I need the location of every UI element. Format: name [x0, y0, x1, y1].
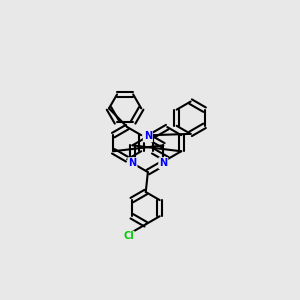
- Text: N: N: [128, 158, 136, 168]
- Text: N: N: [159, 158, 167, 168]
- Text: N: N: [144, 131, 152, 141]
- Text: Cl: Cl: [123, 231, 134, 241]
